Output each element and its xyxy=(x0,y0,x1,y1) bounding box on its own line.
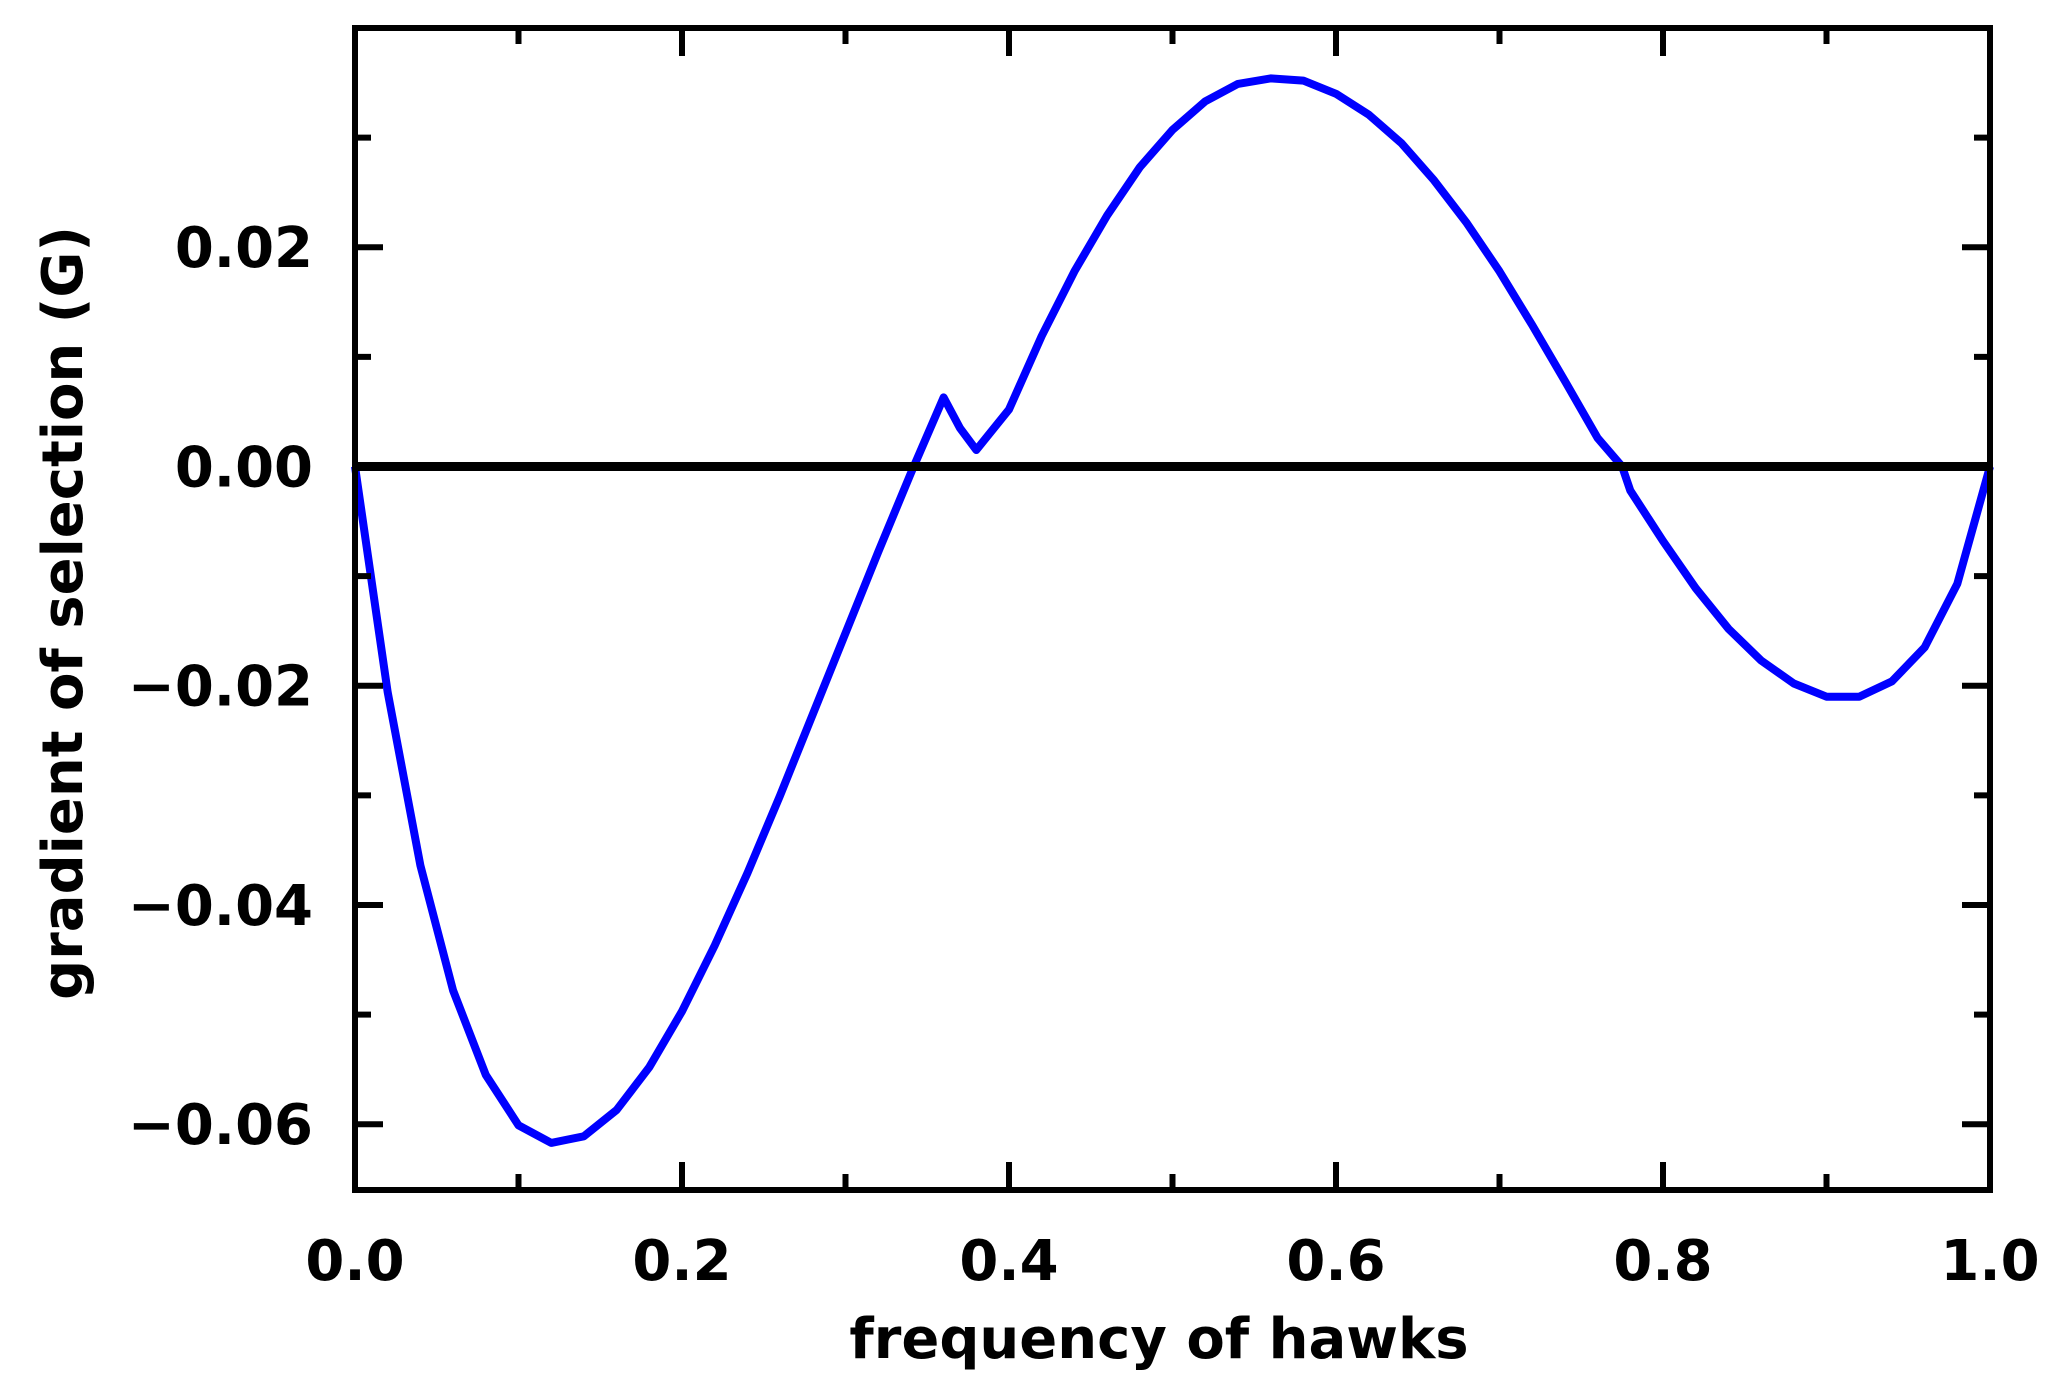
plot-area xyxy=(351,74,1994,1147)
x-tick-label: 0.2 xyxy=(632,1229,731,1294)
y-tick-label: −0.06 xyxy=(128,1093,313,1158)
x-axis-label: frequency of hawks xyxy=(849,1307,1468,1372)
y-tick-label: −0.02 xyxy=(128,655,313,720)
y-tick-label: −0.04 xyxy=(128,874,313,939)
x-tick-label: 0.8 xyxy=(1613,1229,1712,1294)
y-tick-label: 0.00 xyxy=(175,435,313,500)
y-tick-label: 0.02 xyxy=(175,216,313,281)
axes: 0.0 0.2 0.4 0.6 0.8 1.0 −0.06 −0.04 −0.02 0.00 0.0… xyxy=(128,25,2040,1294)
x-tick-label: 0.4 xyxy=(959,1229,1058,1294)
x-tick-label: 1.0 xyxy=(1940,1229,2039,1294)
x-tick-label: 0.0 xyxy=(305,1229,404,1294)
series-line-gradient xyxy=(351,74,1994,1147)
x-tick-label: 0.6 xyxy=(1286,1229,1385,1294)
y-axis-label: gradient of selection (G) xyxy=(31,226,96,1000)
axes-frame xyxy=(352,25,1993,1193)
